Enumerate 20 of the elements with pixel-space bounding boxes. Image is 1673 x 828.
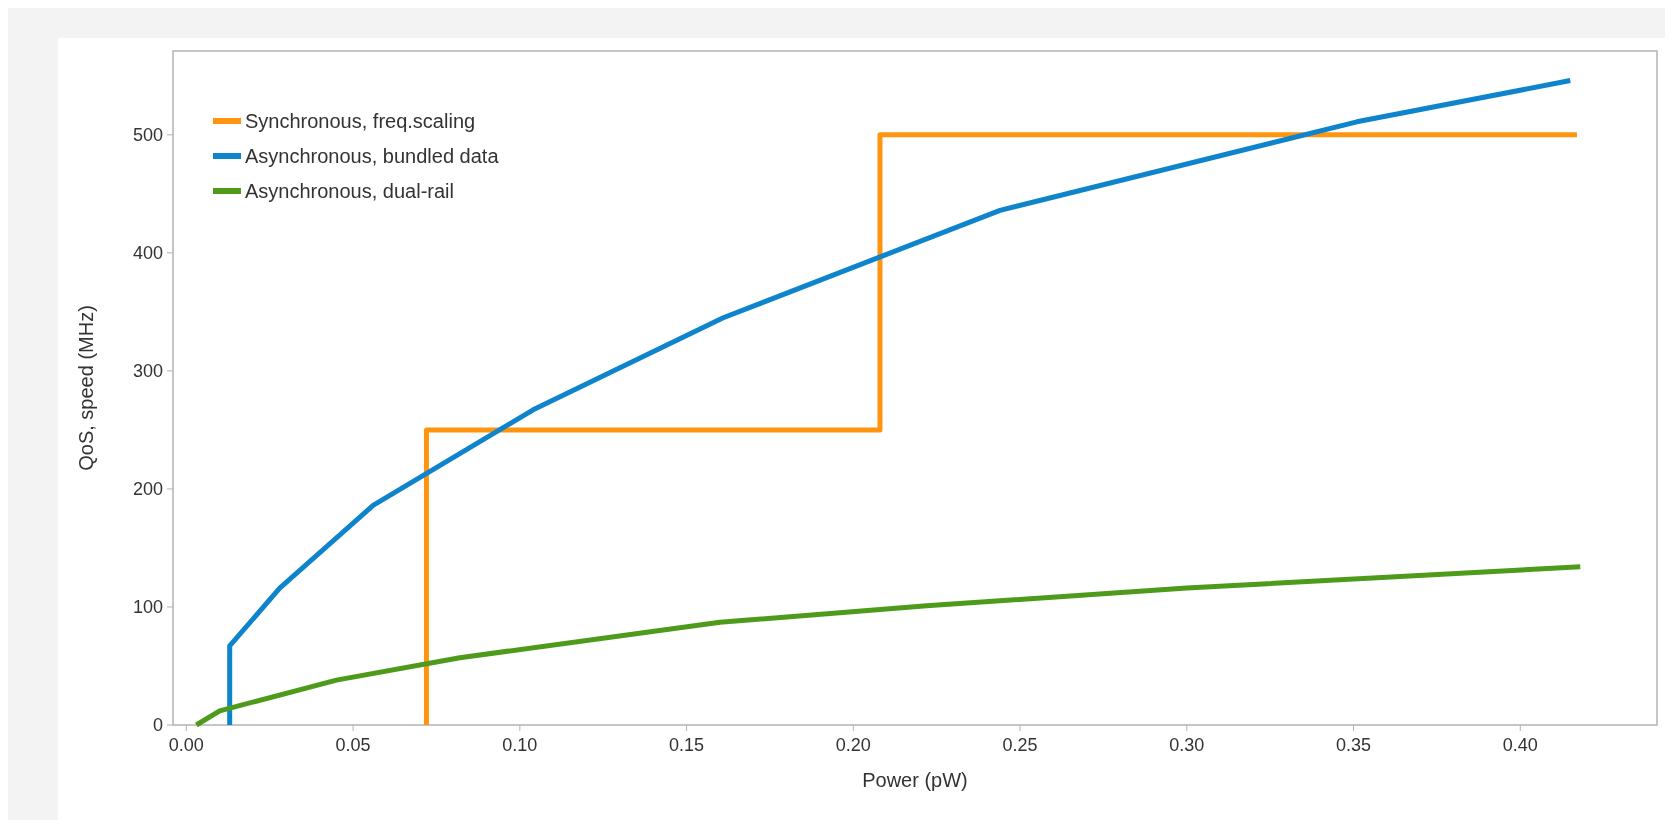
y-tick-label: 200 [132,479,163,500]
y-tick-label: 400 [132,243,163,264]
x-tick-label: 0.35 [1336,735,1372,755]
x-tick-label: 0.10 [502,735,538,755]
y-tick-label: 300 [132,361,163,382]
y-tick-label: 100 [132,597,163,618]
x-tick-label: 0.30 [1169,735,1205,755]
x-tick-label: 0.05 [335,735,371,755]
legend-label: Asynchronous, dual-rail [245,180,454,202]
x-tick-label: 0.20 [835,735,871,755]
y-axis-title: QoS, speed (MHz) [75,305,97,471]
x-tick-label: 0.40 [1502,735,1538,755]
y-tick-label: 500 [132,125,163,146]
y-tick-label: 0 [152,715,163,736]
legend-label: Synchronous, freq.scaling [245,110,476,132]
legend-label: Asynchronous, bundled data [245,145,500,167]
x-tick-label: 0.15 [669,735,705,755]
x-axis-title: Power (pW) [862,769,968,791]
x-tick-label: 0.00 [168,735,204,755]
x-tick-label: 0.25 [1002,735,1038,755]
